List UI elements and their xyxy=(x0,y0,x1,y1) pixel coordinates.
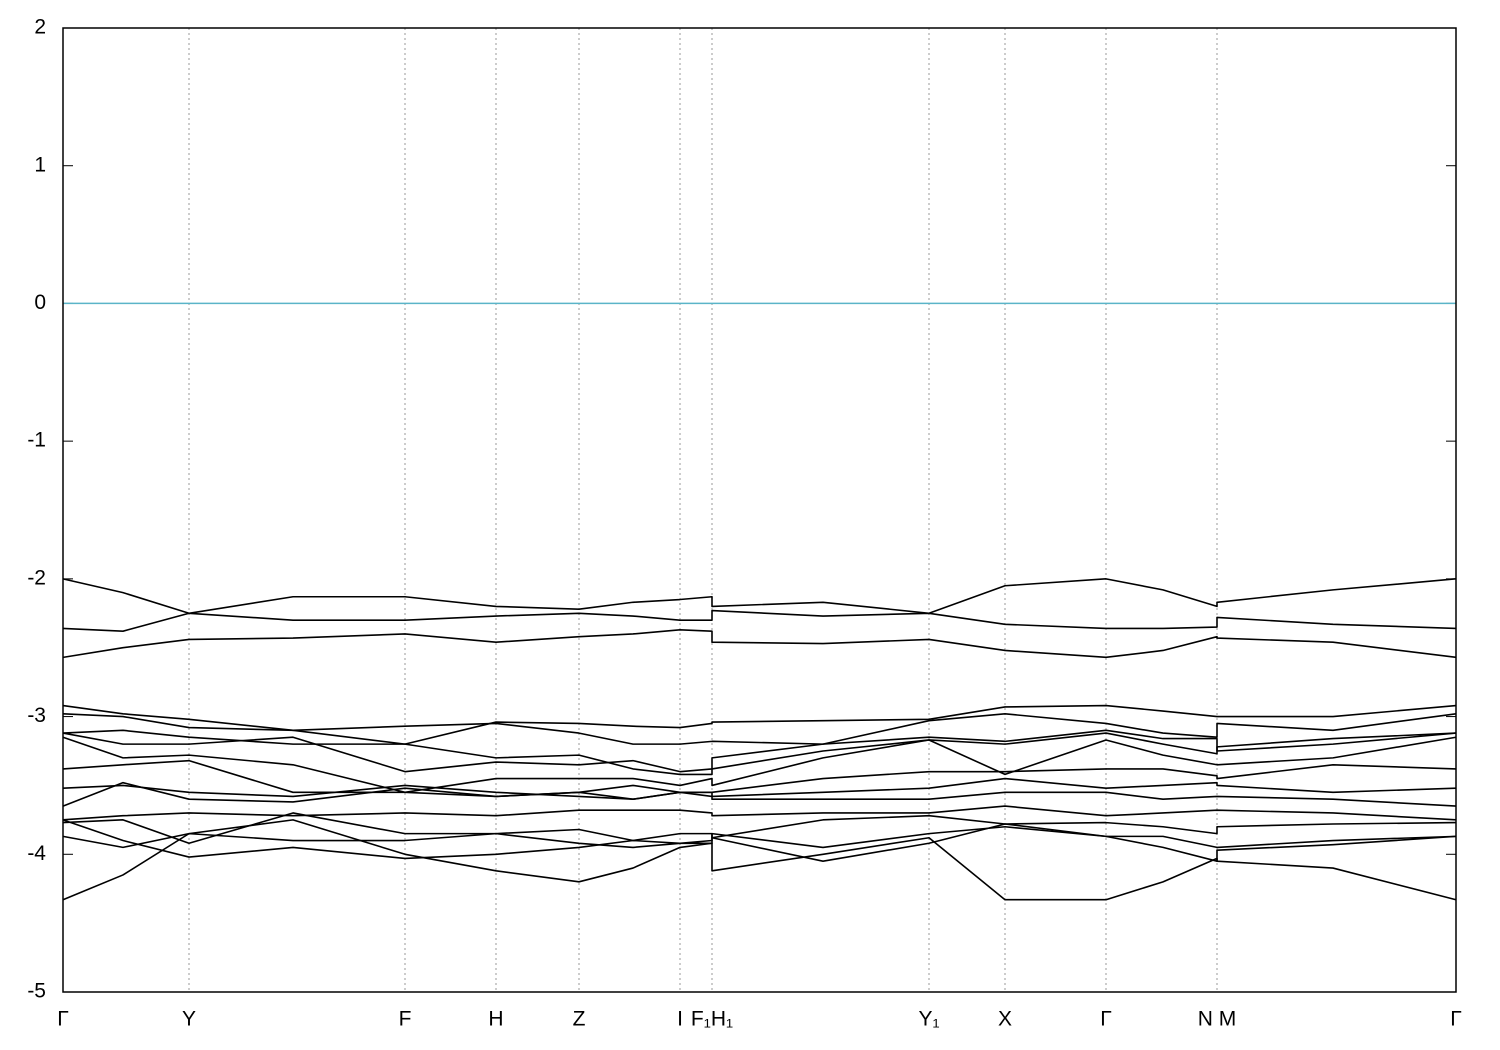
y-tick-label: -5 xyxy=(27,980,46,1003)
y-tick-label: 1 xyxy=(34,153,46,176)
y-tick-label: -2 xyxy=(27,566,46,589)
band-line xyxy=(62,777,1457,801)
band-line xyxy=(62,781,1457,807)
x-tick-label: Y₁ xyxy=(918,1008,939,1031)
band-line xyxy=(62,805,1457,821)
x-tick-label: Γ xyxy=(57,1008,69,1031)
x-tick-label: Z xyxy=(573,1008,586,1031)
y-tick-label: 2 xyxy=(34,16,46,39)
x-tick-label: N M xyxy=(1198,1008,1237,1031)
x-tick-label: X xyxy=(998,1008,1012,1031)
y-tick-label: 0 xyxy=(34,291,46,314)
y-tick-label: -1 xyxy=(27,429,46,452)
x-tick-label: F₁H₁ xyxy=(691,1008,733,1031)
band-line xyxy=(62,819,1457,901)
x-tick-label: Γ xyxy=(1450,1008,1462,1031)
x-tick-label: Y xyxy=(182,1008,196,1031)
band-line xyxy=(62,736,1457,794)
y-tick-label: -3 xyxy=(27,704,46,727)
plot-frame xyxy=(62,27,1457,993)
x-tick-label: I xyxy=(677,1008,683,1031)
band-line xyxy=(62,819,1457,862)
band-line xyxy=(62,713,1457,745)
band-line xyxy=(62,578,1457,615)
band-line xyxy=(62,609,1457,632)
band-line xyxy=(62,732,1457,773)
band-line xyxy=(62,729,1457,776)
x-tick-label: F xyxy=(399,1008,412,1031)
x-tick-label: H xyxy=(488,1008,503,1031)
y-tick-label: -4 xyxy=(27,842,46,865)
band-line xyxy=(62,629,1457,659)
x-tick-label: Γ xyxy=(1100,1008,1112,1031)
